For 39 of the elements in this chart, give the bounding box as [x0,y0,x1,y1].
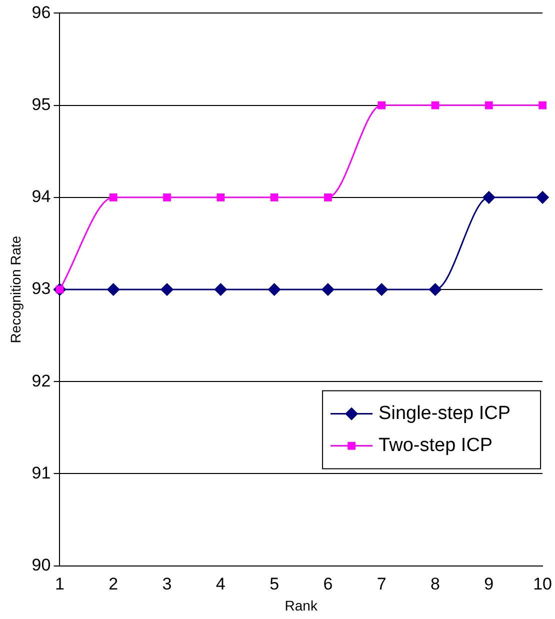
x-tick-label: 8 [430,574,440,594]
y-tick-label: 90 [32,555,51,574]
legend-label: Single-step ICP [378,403,511,424]
x-axis-title: Rank [284,597,318,614]
point [482,191,496,204]
x-tick-label: 5 [270,574,280,594]
x-tick-label: 2 [108,574,118,594]
point [109,193,118,202]
x-tick-label: 1 [54,574,64,594]
point [268,283,281,296]
y-tick-label: 96 [32,2,51,22]
point [160,283,174,296]
point [214,283,227,296]
point [163,193,171,202]
y-tick-label: 93 [32,279,51,298]
y-tick-label: 92 [32,371,51,390]
point [538,101,546,110]
point [270,193,278,202]
point [429,283,442,296]
x-tick-label: 10 [533,574,552,594]
point [375,283,388,296]
x-tick-label: 4 [216,574,226,594]
x-tick-label: 6 [323,574,333,594]
y-tick-label: 94 [32,187,51,206]
point [107,283,120,296]
point [216,193,225,202]
point [431,101,440,110]
x-tick-label: 3 [162,574,172,594]
point [536,191,549,204]
x-tick-label: 9 [484,574,494,594]
x-tick-label: 7 [376,574,386,594]
y-axis-title: Recognition Rate [7,236,24,344]
y-tick-label: 91 [32,463,51,482]
y-tick-label: 95 [32,94,51,114]
legend-label: Two-step ICP [378,435,493,456]
point [324,193,332,202]
point [484,101,493,110]
point [378,101,386,110]
point [322,283,334,296]
